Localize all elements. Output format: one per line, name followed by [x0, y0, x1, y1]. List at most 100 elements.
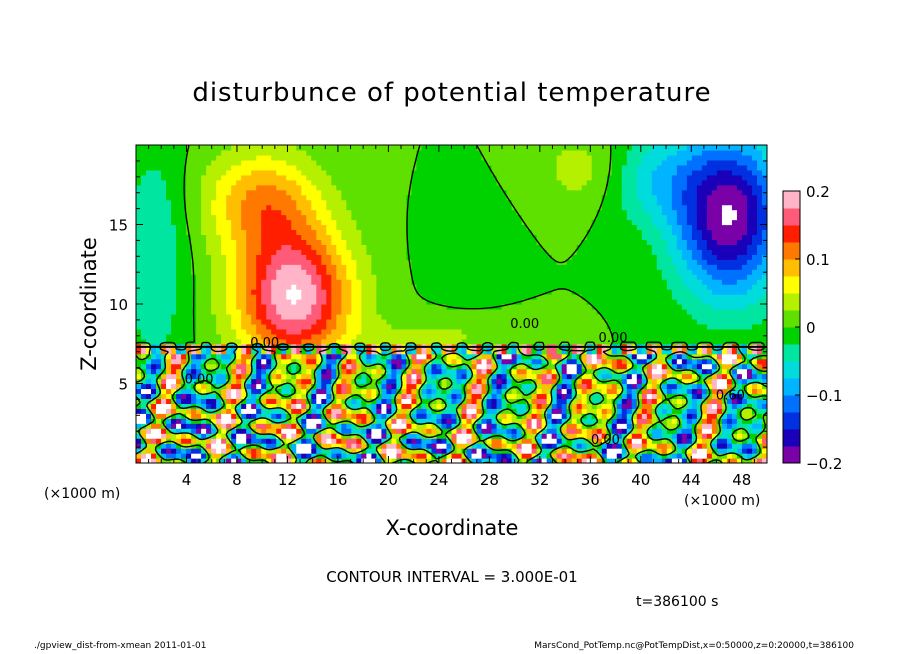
heatmap-cell [571, 299, 578, 305]
heatmap-cell [561, 358, 568, 365]
heatmap-cell [141, 313, 147, 320]
heatmap-cell [436, 433, 443, 439]
heatmap-cell [406, 304, 413, 310]
heatmap-cell [391, 373, 398, 380]
heatmap-cell [371, 383, 377, 390]
heatmap-cell [666, 453, 673, 459]
heatmap-cell [276, 308, 282, 315]
heatmap-cell [356, 373, 362, 380]
heatmap-cell [326, 269, 332, 275]
heatmap-cell [141, 284, 147, 290]
heatmap-cell [751, 348, 758, 355]
heatmap-cell [316, 338, 322, 345]
heatmap-cell [431, 393, 438, 400]
heatmap-cell [421, 428, 428, 434]
heatmap-cell [406, 308, 413, 315]
heatmap-cell [416, 299, 423, 305]
heatmap-cell [186, 368, 192, 375]
heatmap-cell [391, 443, 398, 449]
heatmap-cell [716, 308, 723, 315]
heatmap-cell [146, 403, 152, 409]
heatmap-cell [701, 274, 708, 280]
heatmap-cell [356, 428, 362, 434]
heatmap-cell [256, 289, 262, 295]
heatmap-cell [266, 358, 272, 365]
heatmap-cell [526, 393, 533, 400]
heatmap-cell [486, 403, 493, 409]
heatmap-cell [331, 279, 337, 285]
heatmap-cell [286, 284, 292, 290]
heatmap-cell [636, 413, 643, 419]
heatmap-cell [441, 328, 448, 335]
heatmap-cell [351, 323, 357, 330]
heatmap-cell [651, 413, 658, 419]
heatmap-cell [721, 388, 728, 395]
heatmap-cell [246, 388, 252, 395]
heatmap-cell [176, 289, 182, 295]
heatmap-cell [311, 279, 317, 285]
heatmap-cell [371, 378, 377, 385]
heatmap-cell [746, 323, 753, 330]
heatmap-cell [356, 358, 362, 365]
heatmap-cell [556, 318, 563, 325]
heatmap-cell [151, 448, 157, 454]
heatmap-cell [651, 313, 658, 320]
heatmap-cell [516, 279, 523, 285]
heatmap-cell [251, 438, 257, 444]
heatmap-cell [291, 378, 297, 385]
heatmap-cell [186, 308, 192, 315]
heatmap-cell [751, 318, 758, 325]
heatmap-cell [206, 284, 212, 290]
heatmap-cell [336, 393, 342, 400]
heatmap-cell [751, 433, 758, 439]
heatmap-cell [536, 388, 543, 395]
heatmap-cell [466, 313, 473, 320]
heatmap-cell [656, 274, 663, 280]
heatmap-cell [171, 289, 177, 295]
heatmap-cell [231, 373, 237, 380]
heatmap-cell [671, 289, 678, 295]
heatmap-cell [611, 289, 618, 295]
heatmap-cell [726, 453, 733, 459]
heatmap-cell [421, 348, 428, 355]
heatmap-cell [486, 269, 493, 275]
heatmap-cell [351, 378, 357, 385]
heatmap-cell [236, 279, 242, 285]
heatmap-cell [711, 299, 718, 305]
heatmap-cell [396, 453, 403, 459]
heatmap-cell [591, 289, 598, 295]
heatmap-cell [616, 413, 623, 419]
heatmap-cell [656, 353, 663, 360]
heatmap-cell [586, 443, 593, 449]
heatmap-cell [191, 398, 197, 404]
heatmap-cell [141, 433, 147, 439]
heatmap-cell [206, 448, 212, 454]
heatmap-cell [461, 428, 468, 434]
heatmap-cell [701, 433, 708, 439]
heatmap-cell [276, 368, 282, 375]
heatmap-cell [201, 448, 207, 454]
heatmap-cell [556, 368, 563, 375]
heatmap-cell [551, 318, 558, 325]
heatmap-cell [621, 289, 628, 295]
heatmap-cell [726, 294, 733, 300]
heatmap-cell [761, 338, 767, 345]
heatmap-cell [411, 398, 418, 404]
heatmap-cell [751, 383, 758, 390]
heatmap-cell [511, 318, 518, 325]
heatmap-cell [631, 353, 638, 360]
heatmap-cell [246, 363, 252, 370]
heatmap-cell [616, 398, 623, 404]
heatmap-cell [466, 318, 473, 325]
heatmap-cell [696, 388, 703, 395]
heatmap-cell [436, 453, 443, 459]
heatmap-cell [416, 443, 423, 449]
heatmap-cell [756, 274, 763, 280]
heatmap-cell [491, 373, 498, 380]
heatmap-cell [656, 438, 663, 444]
heatmap-cell [711, 289, 718, 295]
heatmap-cell [221, 423, 227, 429]
heatmap-cell [726, 398, 733, 404]
heatmap-cell [381, 299, 387, 305]
heatmap-cell [676, 313, 683, 320]
